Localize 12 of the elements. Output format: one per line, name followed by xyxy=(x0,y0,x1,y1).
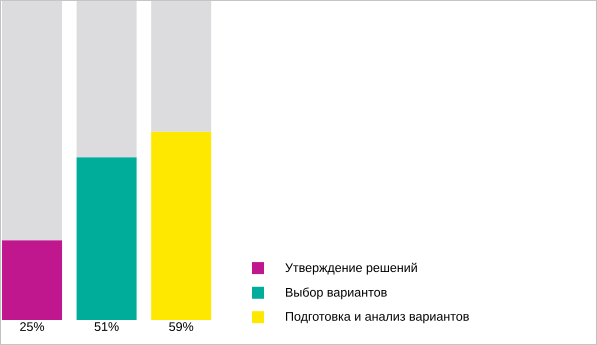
bar xyxy=(151,0,212,132)
legend-label: Подготовка и анализ вариантов xyxy=(286,312,469,324)
data-label: 59% xyxy=(169,322,194,332)
legend-label: Утверждение решений xyxy=(285,262,417,275)
bar xyxy=(2,0,62,240)
bar xyxy=(76,0,137,158)
bar xyxy=(151,132,212,320)
legend-label: Выбор вариантов xyxy=(286,287,387,300)
bar xyxy=(76,157,137,320)
data-label: 51% xyxy=(94,322,119,331)
bar xyxy=(2,240,62,320)
data-label: 25% xyxy=(20,322,44,332)
